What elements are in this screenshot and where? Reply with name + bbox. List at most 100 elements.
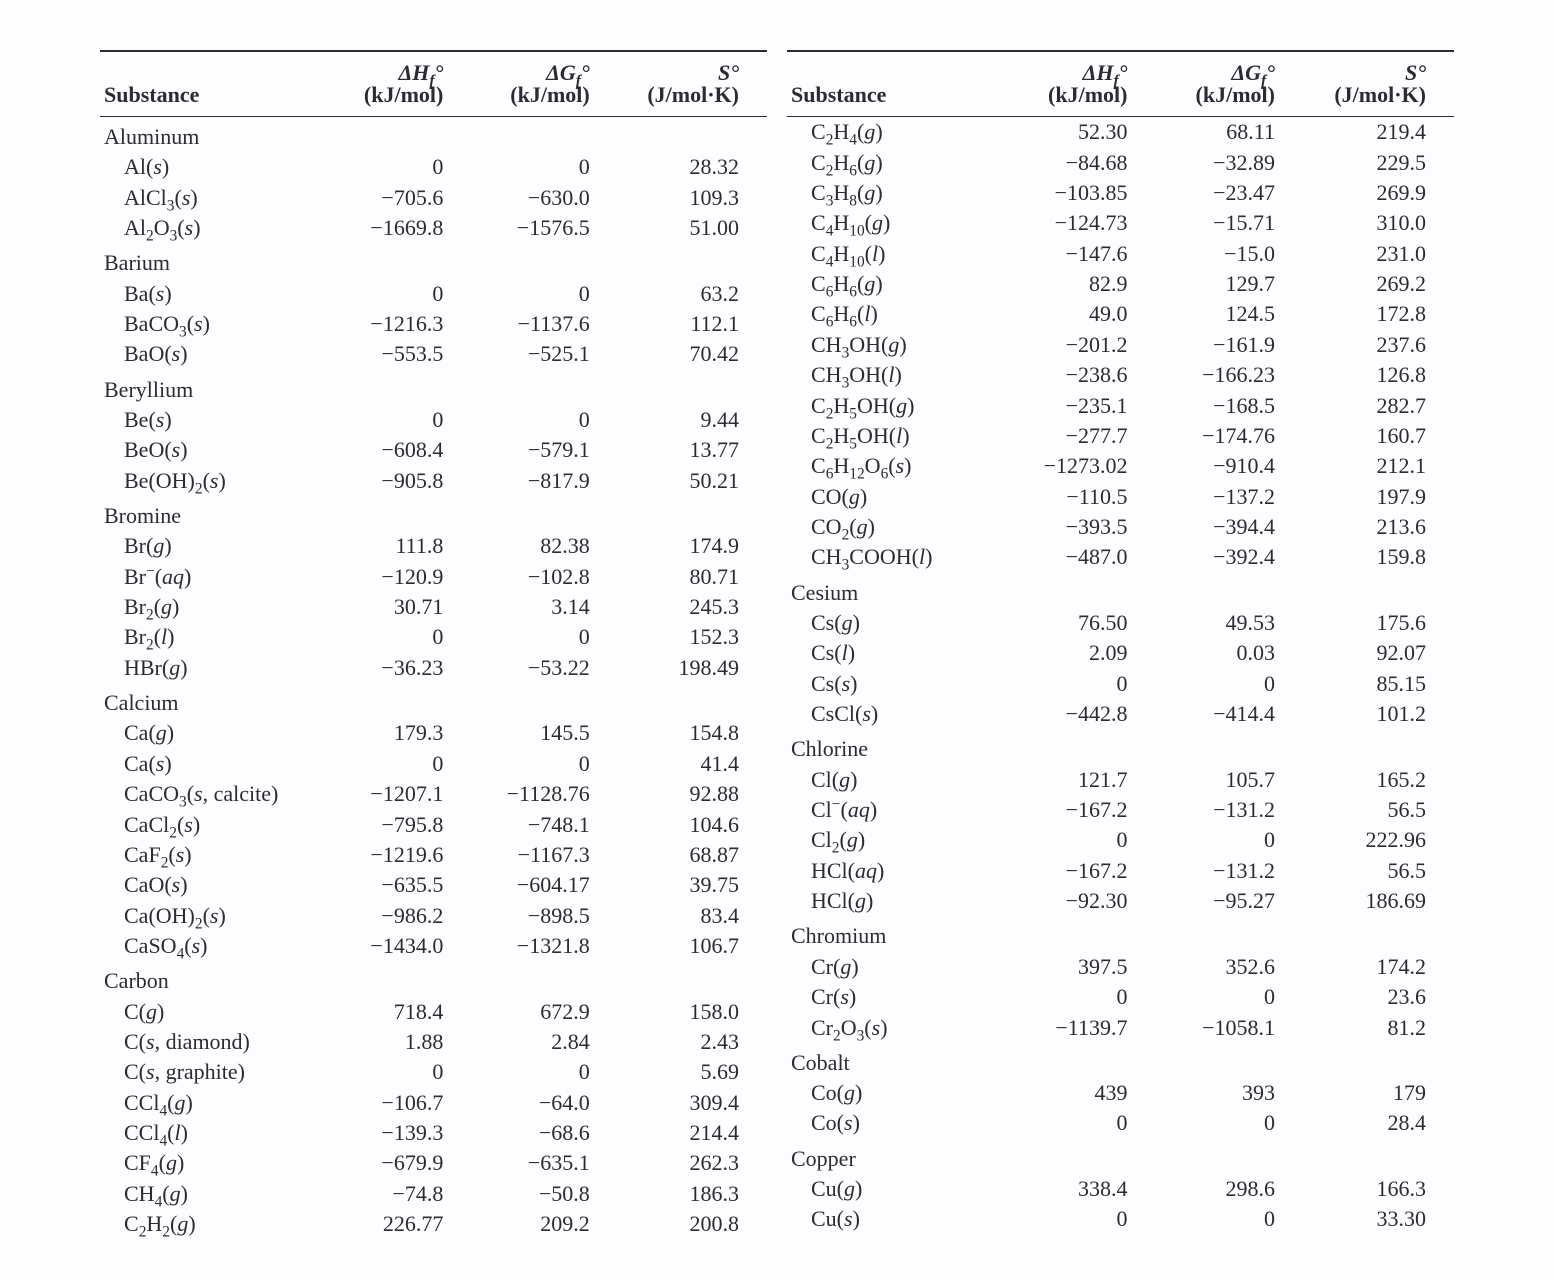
value-cell: −1137.6	[471, 309, 617, 339]
substance-cell: Cl2(g)	[787, 825, 1007, 855]
value-cell: 165.2	[1303, 765, 1454, 795]
substance-cell: Cl−(aq)	[787, 795, 1007, 825]
value-cell: 198.49	[618, 653, 767, 683]
value-cell: −795.8	[326, 809, 471, 839]
value-cell: 51.00	[618, 213, 767, 243]
value-cell: 0	[471, 405, 617, 435]
value-cell: 82.9	[1007, 269, 1156, 299]
value-cell: 28.4	[1303, 1108, 1454, 1138]
value-cell: −147.6	[1007, 239, 1156, 269]
table-row: C2H2(g)226.77209.2200.8	[100, 1209, 767, 1239]
value-cell: −174.76	[1155, 421, 1303, 451]
value-cell: −1219.6	[326, 840, 471, 870]
table-row: Be(s)009.44	[100, 405, 767, 435]
table-row: Ca(OH)2(s)−986.2−898.583.4	[100, 900, 767, 930]
value-cell: −817.9	[471, 466, 617, 496]
value-cell: −579.1	[471, 435, 617, 465]
value-cell: −414.4	[1155, 699, 1303, 729]
table-row: Cs(l)2.090.0392.07	[787, 638, 1454, 668]
value-cell: 0	[471, 622, 617, 652]
substance-cell: Cs(s)	[787, 669, 1007, 699]
substance-cell: C4H10(g)	[787, 208, 1007, 238]
value-cell: 397.5	[1007, 952, 1156, 982]
table-row: CaCl2(s)−795.8−748.1104.6	[100, 809, 767, 839]
table-row: Cu(s)0033.30	[787, 1204, 1454, 1234]
table-row: C3H8(g)−103.85−23.47269.9	[787, 178, 1454, 208]
value-cell: 126.8	[1303, 360, 1454, 390]
value-cell: 56.5	[1303, 795, 1454, 825]
table-row: Ca(g)179.3145.5154.8	[100, 718, 767, 748]
table-row: CH3OH(g)−201.2−161.9237.6	[787, 330, 1454, 360]
header-S: S°(J/mol·K)	[618, 51, 767, 117]
table-row: Cs(g)76.5049.53175.6	[787, 608, 1454, 638]
value-cell: 33.30	[1303, 1204, 1454, 1234]
table-row: Cu(g)338.4298.6166.3	[787, 1174, 1454, 1204]
value-cell: 0	[1155, 825, 1303, 855]
table-row: Al(s)0028.32	[100, 152, 767, 182]
table-row: BaO(s)−553.5−525.170.42	[100, 339, 767, 369]
value-cell: −442.8	[1007, 699, 1156, 729]
value-cell: 68.87	[618, 840, 767, 870]
group-header: Barium	[100, 243, 767, 278]
left-column: Substance ΔHf°(kJ/mol) ΔGf°(kJ/mol) S°(J…	[100, 50, 767, 1239]
value-cell: 80.71	[618, 562, 767, 592]
table-row: Barium	[100, 243, 767, 278]
value-cell: 237.6	[1303, 330, 1454, 360]
table-row: Ca(s)0041.4	[100, 749, 767, 779]
table-row: CO(g)−110.5−137.2197.9	[787, 482, 1454, 512]
value-cell: 186.3	[618, 1179, 767, 1209]
substance-cell: CaCl2(s)	[100, 809, 326, 839]
value-cell: −238.6	[1007, 360, 1156, 390]
value-cell: 338.4	[1007, 1174, 1156, 1204]
substance-cell: Cr(s)	[787, 982, 1007, 1012]
substance-cell: CH3COOH(l)	[787, 542, 1007, 572]
value-cell: −68.6	[471, 1118, 617, 1148]
thermo-table-right: Substance ΔHf°(kJ/mol) ΔGf°(kJ/mol) S°(J…	[787, 50, 1454, 1235]
value-cell: 50.21	[618, 466, 767, 496]
value-cell: 3.14	[471, 592, 617, 622]
value-cell: −106.7	[326, 1088, 471, 1118]
table-row: BeO(s)−608.4−579.113.77	[100, 435, 767, 465]
value-cell: 186.69	[1303, 886, 1454, 916]
value-cell: 269.2	[1303, 269, 1454, 299]
substance-cell: Ba(s)	[100, 279, 326, 309]
table-row: CCl4(l)−139.3−68.6214.4	[100, 1118, 767, 1148]
substance-cell: Co(s)	[787, 1108, 1007, 1138]
substance-cell: C6H12O6(s)	[787, 451, 1007, 481]
value-cell: 68.11	[1155, 117, 1303, 148]
value-cell: 229.5	[1303, 147, 1454, 177]
header-S: S°(J/mol·K)	[1303, 51, 1454, 117]
table-row: CO2(g)−393.5−394.4213.6	[787, 512, 1454, 542]
value-cell: −986.2	[326, 900, 471, 930]
value-cell: −487.0	[1007, 542, 1156, 572]
value-cell: 13.77	[618, 435, 767, 465]
substance-cell: Br2(l)	[100, 622, 326, 652]
value-cell: 92.07	[1303, 638, 1454, 668]
substance-cell: Cl(g)	[787, 765, 1007, 795]
substance-cell: C2H5OH(l)	[787, 421, 1007, 451]
value-cell: −679.9	[326, 1148, 471, 1178]
table-row: Br−(aq)−120.9−102.880.71	[100, 562, 767, 592]
table-row: Calcium	[100, 683, 767, 718]
substance-cell: CsCl(s)	[787, 699, 1007, 729]
substance-cell: C(g)	[100, 996, 326, 1026]
substance-cell: Co(g)	[787, 1078, 1007, 1108]
substance-cell: C(s, graphite)	[100, 1057, 326, 1087]
value-cell: 245.3	[618, 592, 767, 622]
value-cell: −905.8	[326, 466, 471, 496]
substance-cell: C2H2(g)	[100, 1209, 326, 1239]
value-cell: 174.9	[618, 531, 767, 561]
value-cell: −394.4	[1155, 512, 1303, 542]
value-cell: 111.8	[326, 531, 471, 561]
value-cell: 49.0	[1007, 299, 1156, 329]
table-row: Beryllium	[100, 370, 767, 405]
value-cell: 39.75	[618, 870, 767, 900]
value-cell: 231.0	[1303, 239, 1454, 269]
value-cell: −1669.8	[326, 213, 471, 243]
substance-cell: Br(g)	[100, 531, 326, 561]
value-cell: −139.3	[326, 1118, 471, 1148]
value-cell: −50.8	[471, 1179, 617, 1209]
value-cell: 0	[471, 1057, 617, 1087]
value-cell: −84.68	[1007, 147, 1156, 177]
value-cell: −167.2	[1007, 795, 1156, 825]
